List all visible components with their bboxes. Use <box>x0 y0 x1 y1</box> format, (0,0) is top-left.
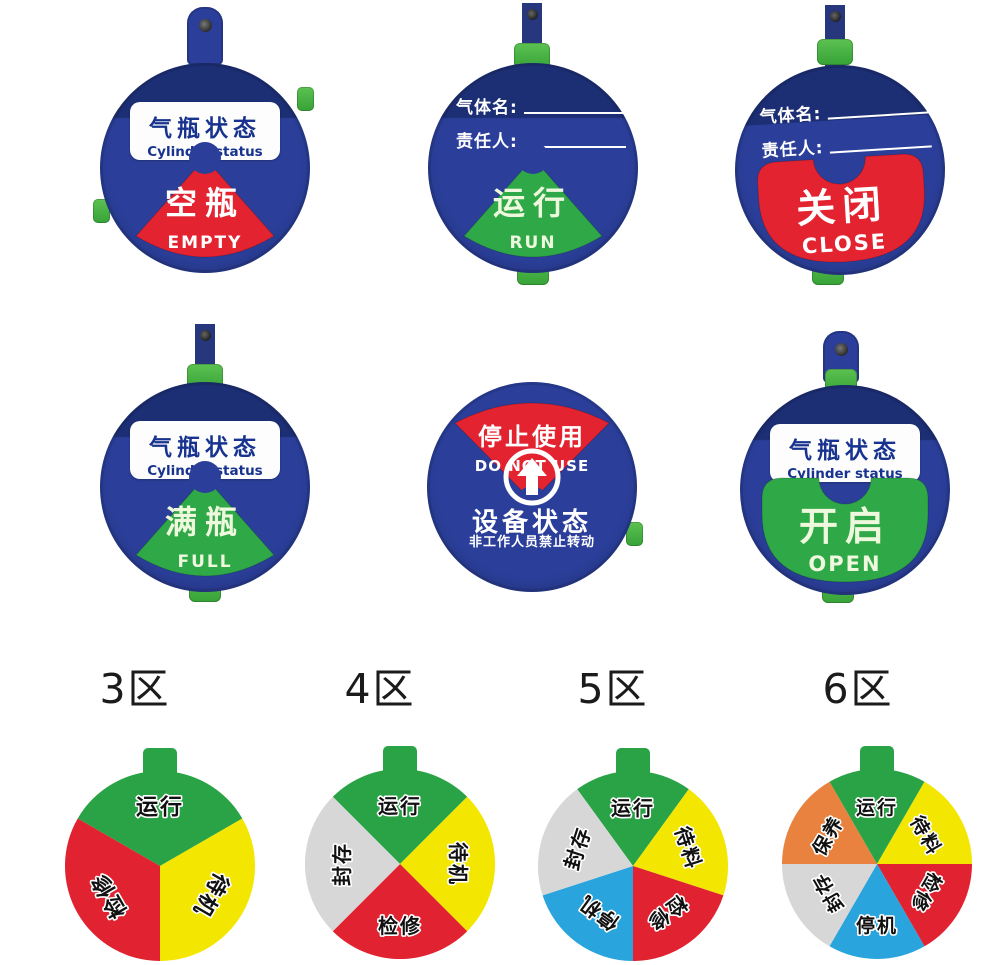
tag-disc: 气瓶状态 Cylinder status 开启 OPEN <box>740 385 950 595</box>
plate-title: 气瓶状态 <box>149 435 261 461</box>
window-status-en: OPEN <box>808 552 881 576</box>
tag-disc: 停止使用 DO NOT USE 设备状态 非工作人员禁止转动 <box>427 382 637 592</box>
wheel-sector <box>782 781 877 864</box>
wheel-sector <box>77 770 243 866</box>
tag-close: 气体名: 责任人: 关闭 CLOSE <box>720 5 960 295</box>
wheel-sector-label: 运行 <box>378 794 422 818</box>
wheel-sector <box>64 818 160 961</box>
plate-title: 气瓶状态 <box>789 438 901 464</box>
status-plate: 气瓶状态 Cylinder status <box>130 102 280 160</box>
tag-disc: 气体名: 责任人: 运行 RUN <box>428 63 638 273</box>
tag-run: 气体名: 责任人: 运行 RUN <box>413 3 653 293</box>
window-status-zh: 满瓶 <box>165 503 245 541</box>
tag-full: 气瓶状态 Cylinder status 满瓶 FULL <box>85 322 325 612</box>
status-window-fan: 满瓶 FULL <box>135 461 275 577</box>
zone-label-5: 5区 <box>577 665 649 713</box>
wheel-sector-label: 待机 <box>446 842 470 886</box>
hanger-hole-icon <box>198 19 212 32</box>
wheel-sector <box>400 796 496 932</box>
zone-label-3: 3区 <box>99 665 171 713</box>
tag-disc: 气瓶状态 Cylinder status 满瓶 FULL <box>100 382 310 592</box>
wheel-sector <box>829 864 925 960</box>
wheel-sector <box>542 866 633 961</box>
wheel-sector <box>160 818 256 961</box>
tag-disc: 气体名: 责任人: 关闭 CLOSE <box>728 58 952 282</box>
person-blank <box>523 128 626 148</box>
window-status-zh: 关闭 <box>795 182 890 233</box>
wheel-sector-label: 封存 <box>330 842 354 886</box>
plate-title: 气瓶状态 <box>149 116 261 142</box>
window-status-zh: 开启 <box>799 505 891 550</box>
wheel-sector-label: 检修 <box>378 914 422 938</box>
wheel-sector <box>829 768 925 864</box>
window-status-en: EMPTY <box>168 233 243 253</box>
zone-label-4: 4区 <box>344 665 416 713</box>
wheel-sector-label: 运行 <box>136 795 184 821</box>
gas-name-blank <box>826 93 930 120</box>
window-status-en: FULL <box>177 552 232 572</box>
wheel-sector <box>332 864 468 960</box>
zone-label-6: 6区 <box>822 665 894 713</box>
device-status-title: 设备状态 <box>471 508 592 538</box>
person-field: 责任人: <box>456 127 626 152</box>
gas-name-field: 气体名: <box>759 92 930 128</box>
hanger-tab <box>187 7 223 65</box>
person-label: 责任人: <box>456 132 518 152</box>
wheel-sector <box>633 866 724 961</box>
wheel-sector-label: 运行 <box>611 796 655 820</box>
status-window-fan: 空瓶 EMPTY <box>135 142 275 258</box>
window-status-zh: 停止使用 <box>478 423 586 451</box>
wheel-sector <box>577 770 689 866</box>
wheel-sector <box>537 789 633 896</box>
wheel-sector <box>877 781 972 864</box>
wheel-sector <box>782 864 877 947</box>
wheel-sector-label: 运行 <box>856 796 898 819</box>
tag-do-not-use: 停止使用 DO NOT USE 设备状态 非工作人员禁止转动 <box>412 322 652 612</box>
side-clip-icon <box>297 87 314 111</box>
rivet-icon <box>526 9 538 20</box>
tag-disc: 气瓶状态 Cylinder status 空瓶 EMPTY <box>100 63 310 273</box>
status-window-fan: 运行 RUN <box>463 142 603 258</box>
rivet-icon <box>199 330 211 341</box>
window-status-zh: 空瓶 <box>165 184 245 222</box>
wheel-sector <box>633 789 729 896</box>
status-window-wide: 开启 OPEN <box>761 477 929 583</box>
window-status-en: RUN <box>509 233 556 253</box>
up-arrow-icon <box>503 448 561 506</box>
window-status-zh: 运行 <box>493 184 573 222</box>
hanger-hole-icon <box>834 343 848 356</box>
device-status-note: 非工作人员禁止转动 <box>468 535 595 550</box>
gas-name-blank <box>523 94 626 114</box>
window-status-en: CLOSE <box>801 229 888 258</box>
wheel-sector <box>332 768 468 864</box>
side-clip-icon <box>626 522 643 546</box>
rivet-icon <box>829 11 841 22</box>
gas-name-field: 气体名: <box>456 93 626 118</box>
tag-empty: 气瓶状态 Cylinder status 空瓶 EMPTY <box>85 3 325 293</box>
gas-name-label: 气体名: <box>456 98 518 118</box>
wheel-sector <box>304 796 400 932</box>
status-plate: 气瓶状态 Cylinder status <box>770 424 920 482</box>
wheel-sector-label: 停机 <box>856 914 898 937</box>
status-window-wide: 关闭 CLOSE <box>757 153 925 263</box>
tag-open: 气瓶状态 Cylinder status 开启 OPEN <box>725 325 965 615</box>
gas-name-label: 气体名: <box>759 104 822 128</box>
hanger-clip-icon <box>817 39 853 65</box>
wheel-sector <box>877 864 972 947</box>
